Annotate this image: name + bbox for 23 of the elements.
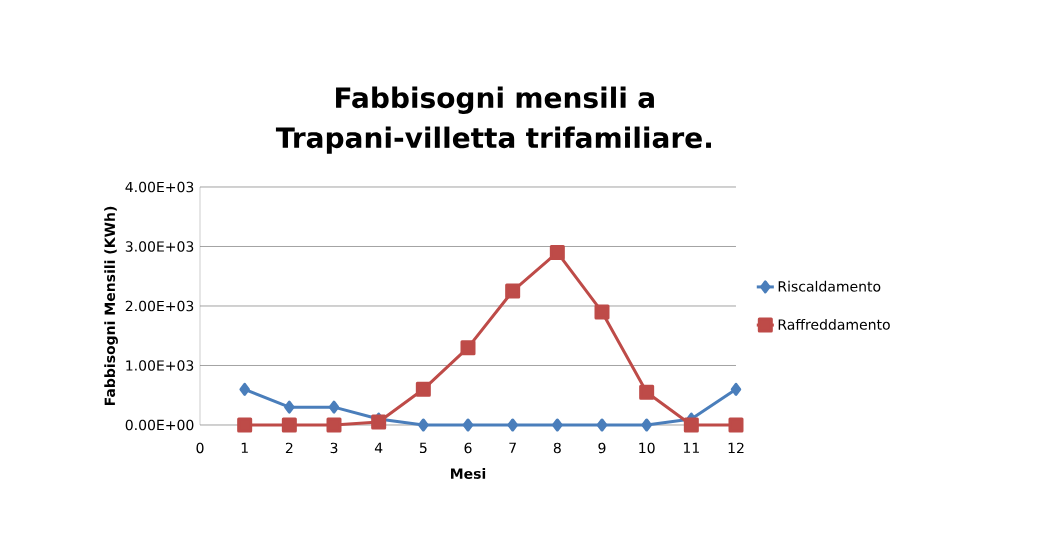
x-tick-label: 11 xyxy=(683,442,699,453)
chart-title: Fabbisogni mensili a Trapani-villetta trifamiliare. xyxy=(275,86,711,154)
x-axis-title: Mesi xyxy=(451,468,486,479)
x-tick-label: 6 xyxy=(464,442,472,454)
y-axis-title: Fabbisogni Mensili (KWh) xyxy=(104,206,118,406)
x-tick-label: 7 xyxy=(509,442,516,453)
legend-label: Raffreddamento xyxy=(778,319,890,330)
x-tick-label: 4 xyxy=(374,442,383,453)
x-tick-label: 1 xyxy=(241,442,248,453)
y-tick-label: 4.00E+03 xyxy=(125,181,194,193)
x-tick-label: 0 xyxy=(196,442,204,454)
y-tick-label: 0.00E+00 xyxy=(125,419,194,431)
x-tick-label: 2 xyxy=(285,442,293,454)
x-tick-label: 10 xyxy=(639,442,655,454)
x-tick-label: 9 xyxy=(598,442,606,454)
y-tick-label: 1.00E+03 xyxy=(126,360,194,371)
y-tick-label: 2.00E+03 xyxy=(125,300,194,312)
legend-label: Riscaldamento xyxy=(778,280,881,292)
y-tick-label: 3.00E+03 xyxy=(125,241,194,252)
x-tick-label: 12 xyxy=(728,442,744,454)
x-tick-label: 8 xyxy=(553,442,561,454)
x-tick-label: 5 xyxy=(419,442,427,454)
x-tick-label: 3 xyxy=(330,442,338,454)
